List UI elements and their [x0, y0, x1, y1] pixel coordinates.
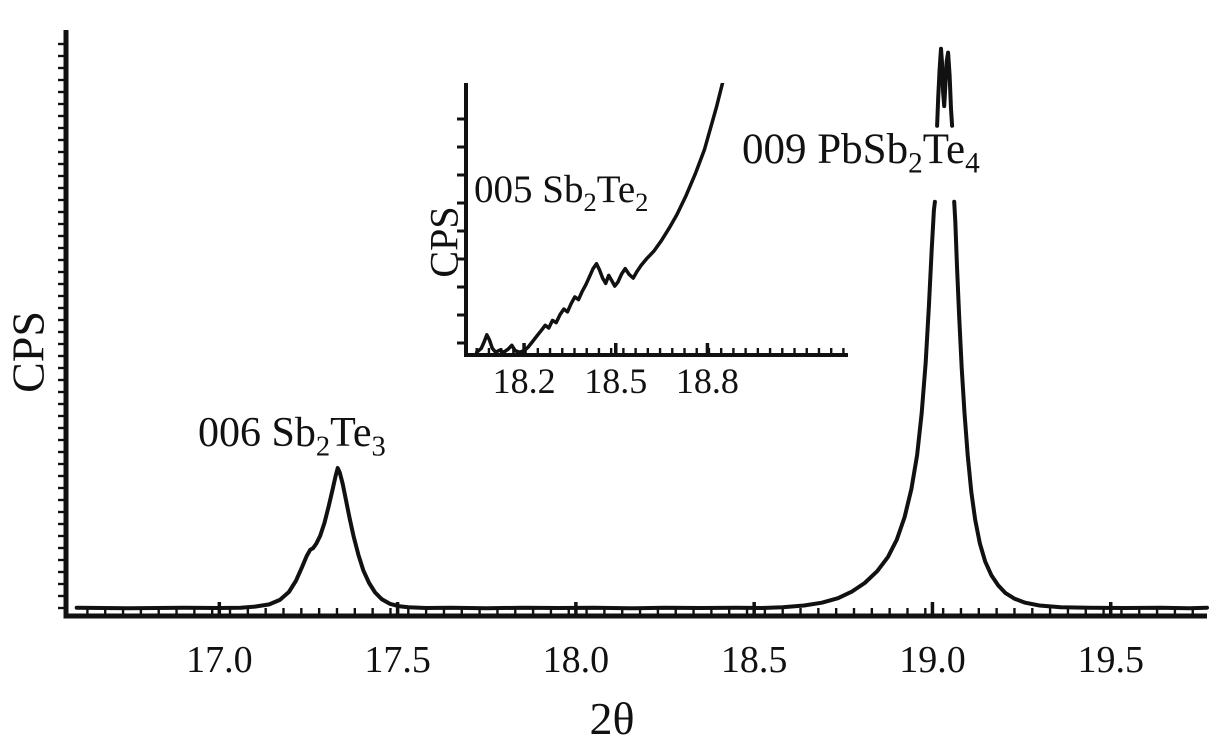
- peak-label-006-sb2te3: 006 Sb2Te3: [198, 410, 386, 461]
- x-tick-label: 18.5: [720, 639, 788, 681]
- x-tick-label: 18.0: [542, 639, 610, 681]
- subscript: 2: [583, 186, 597, 217]
- subscript: 2: [635, 186, 649, 217]
- main-y-axis-label: CPS: [2, 311, 55, 393]
- x-tick-label: 17.0: [186, 639, 253, 681]
- peak-label-005-sb2te2: 005 Sb2Te2: [474, 168, 648, 215]
- xrd-trace: [935, 46, 955, 128]
- peak-label-text: Te: [596, 168, 636, 211]
- x-axis-label: 2θ: [589, 693, 635, 744]
- main-y-axis-label-text: CPS: [2, 311, 54, 393]
- inset-x-tick-label: 18.5: [584, 361, 648, 401]
- peak-label-text: 009 PbSb: [742, 126, 909, 173]
- inset-y-axis-label: CPS: [421, 206, 468, 277]
- subscript: 2: [315, 431, 331, 463]
- peak-label-text: 005 Sb: [474, 168, 584, 211]
- inset-x-tick-label: 18.8: [675, 361, 739, 401]
- subscript: 2: [908, 147, 923, 180]
- inset-x-tick-label: 18.2: [492, 361, 556, 401]
- inset-y-axis-label-text: CPS: [421, 206, 467, 278]
- inset-xrd-trace: [474, 83, 725, 355]
- subscript: 4: [965, 147, 980, 180]
- peak-label-text: Te: [922, 126, 966, 173]
- peak-label-text: Te: [330, 410, 372, 456]
- x-tick-label: 19.0: [899, 639, 966, 681]
- subscript: 3: [371, 431, 386, 463]
- x-tick-label: 17.5: [364, 639, 431, 681]
- peak-label-text: 006 Sb: [198, 410, 316, 456]
- xrd-trace: [952, 199, 1209, 611]
- x-tick-label: 19.5: [1077, 639, 1144, 681]
- xrd-trace: [74, 199, 937, 611]
- peak-label-009-pbsb2te4: 009 PbSb2Te4: [742, 126, 980, 178]
